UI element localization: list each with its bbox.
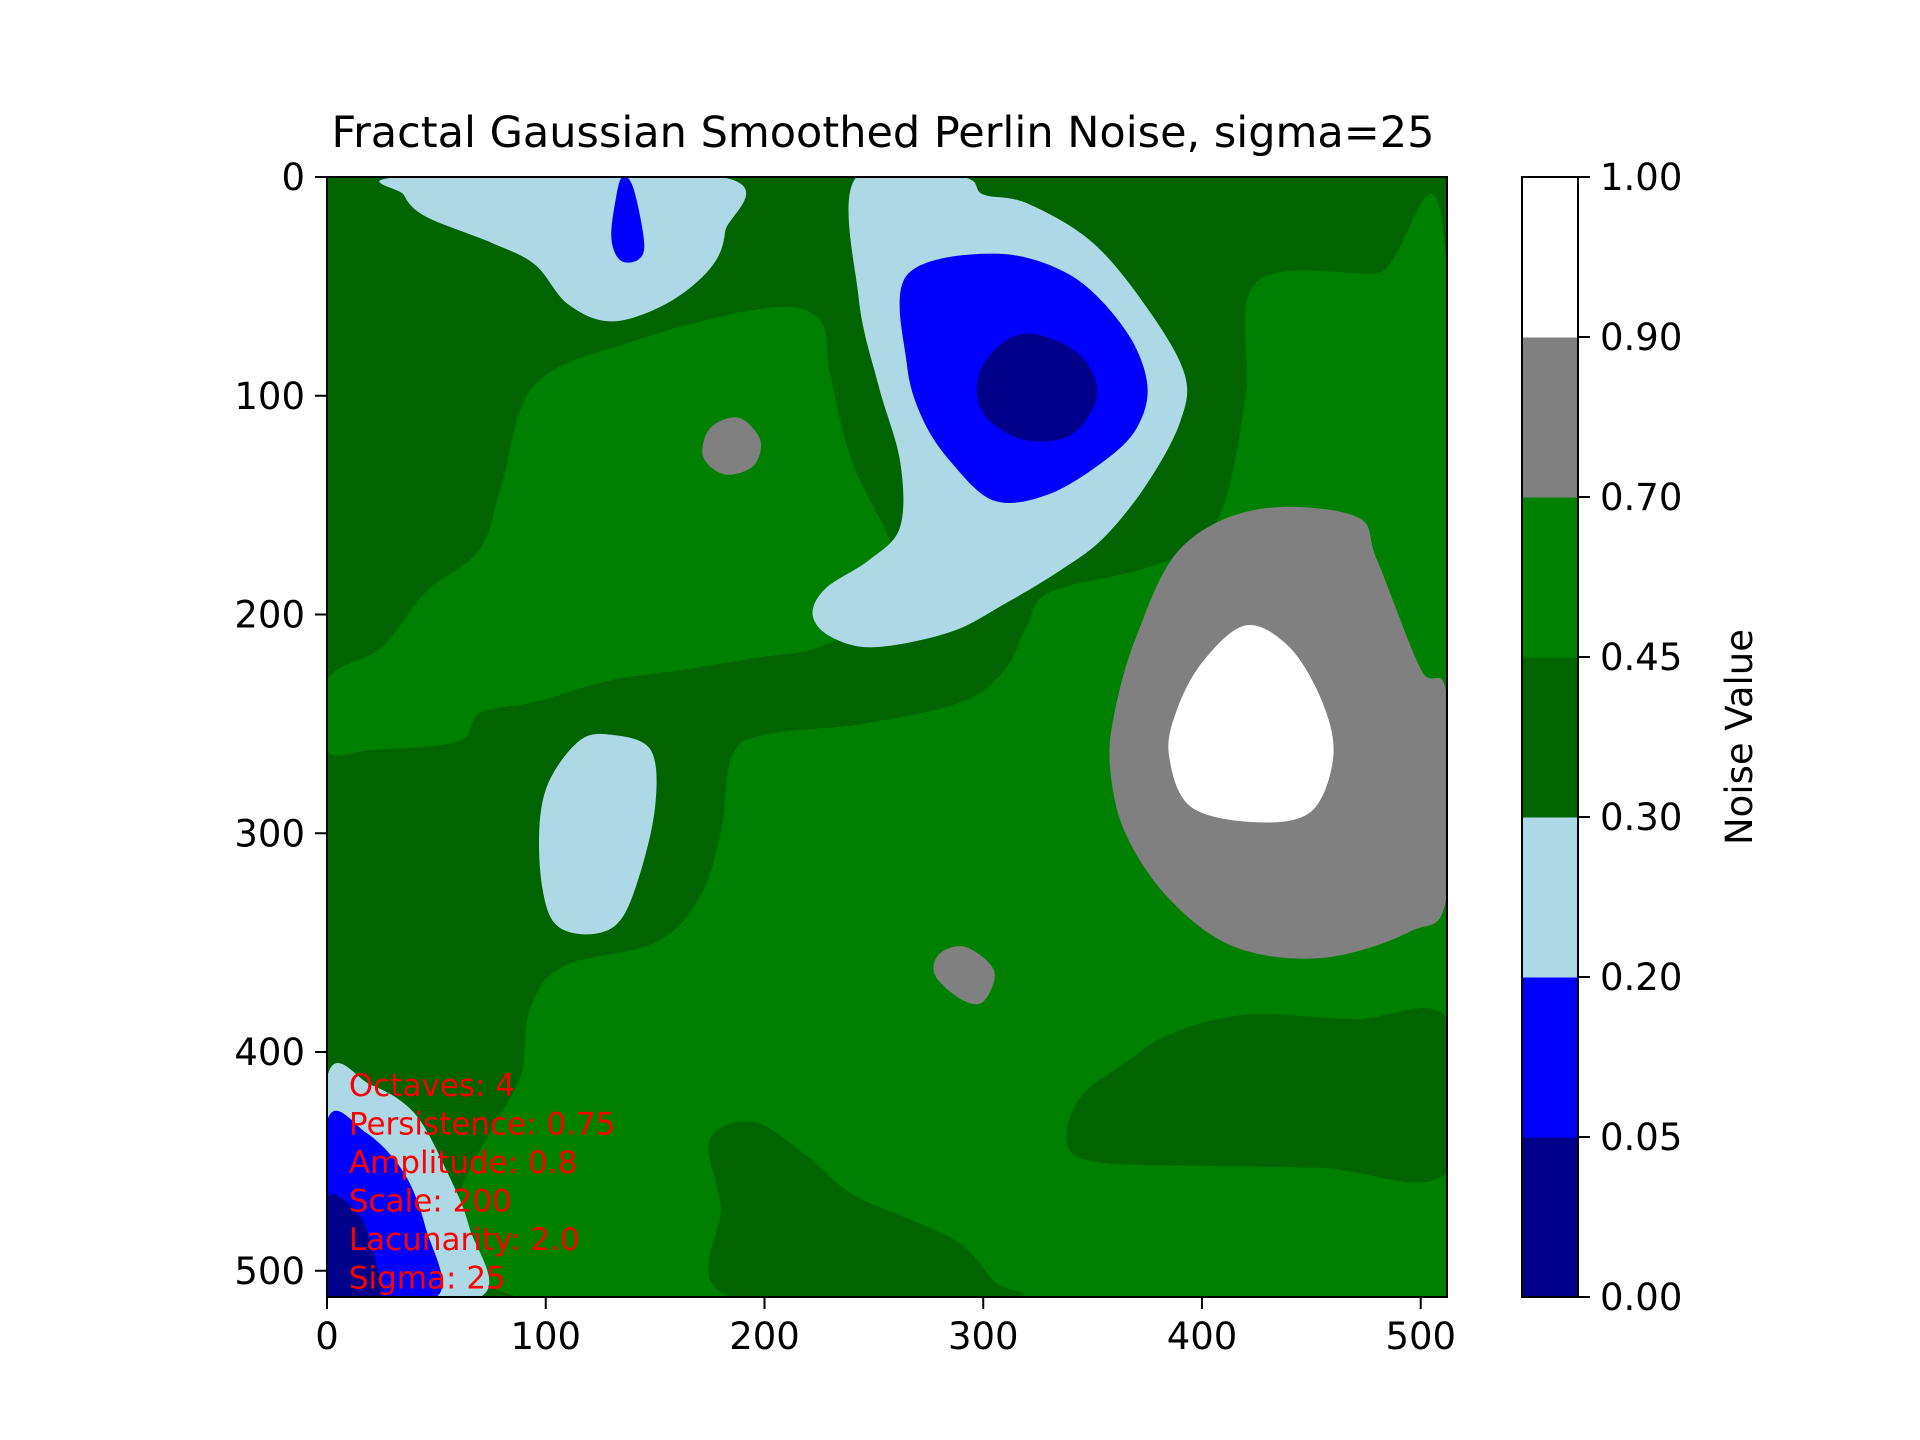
colorbar-segment-6 [1522,177,1578,338]
colorbar: 0.00 0.05 0.20 0.30 0.45 0.70 0.90 1.00 Noise V… [1521,156,1761,1319]
y-tick-label-2: 200 [234,594,305,637]
y-axis: 0 100 200 300 400 500 [234,156,327,1293]
y-tick-label-5: 500 [234,1250,305,1293]
annotation-5: Sigma: 25 [349,1260,506,1296]
noise-regions [327,177,1447,1297]
y-tick-label-3: 300 [234,812,305,855]
x-axis: 0 100 200 300 400 500 [315,1297,1456,1358]
y-tick-label-1: 100 [234,375,305,418]
noise-region-16 [327,1194,383,1297]
annotation-1: Persistence: 0.75 [349,1106,616,1142]
colorbar-segment-3 [1522,657,1578,818]
colorbar-tick-label-1: 0.05 [1600,1116,1682,1159]
x-tick-label-4: 400 [1167,1315,1238,1358]
colorbar-tick-label-4: 0.45 [1600,636,1682,679]
colorbar-segment-1 [1522,977,1578,1138]
x-tick-label-2: 200 [729,1315,800,1358]
noise-region-9 [611,177,645,263]
colorbar-label: Noise Value [1718,629,1761,845]
colorbar-tick-label-0: 0.00 [1600,1276,1682,1319]
annotation-2: Amplitude: 0.8 [349,1145,577,1181]
colorbar-segment-2 [1522,817,1578,978]
noise-region-8 [379,177,747,322]
annotation-0: Octaves: 4 [349,1068,515,1104]
plot-frame [326,176,1448,1298]
y-tick-label-0: 0 [281,156,305,199]
colorbar-tick-label-6: 0.90 [1600,316,1682,359]
colorbar-tick-label-7: 1.00 [1600,156,1682,199]
annotation-3: Scale: 200 [349,1183,512,1219]
noise-region-5 [1168,625,1334,823]
noise-region-6 [702,417,761,475]
noise-region-12 [976,333,1098,442]
noise-region-1 [451,193,1447,1297]
chart-title: Fractal Gaussian Smoothed Perlin Noise, … [332,108,1435,158]
noise-region-3 [1066,1008,1447,1183]
colorbar-tick-label-5: 0.70 [1600,476,1682,519]
annotation-4: Lacunarity: 2.0 [349,1222,580,1258]
colorbar-frame [1521,176,1579,1298]
noise-region-13 [538,733,657,935]
colorbar-segment-0 [1522,1137,1578,1298]
x-tick-label-0: 0 [315,1315,339,1358]
y-tick-label-4: 400 [234,1031,305,1074]
noise-region-7 [933,946,995,1005]
noise-region-2 [708,1121,1024,1297]
colorbar-tick-label-3: 0.30 [1600,796,1682,839]
x-tick-label-1: 100 [510,1315,581,1358]
colorbar-tick-label-2: 0.20 [1600,956,1682,999]
colorbar-segment-4 [1522,497,1578,658]
noise-region-0 [327,306,897,756]
colorbar-segment-5 [1522,337,1578,498]
x-tick-label-5: 500 [1385,1315,1456,1358]
x-tick-label-3: 300 [948,1315,1019,1358]
